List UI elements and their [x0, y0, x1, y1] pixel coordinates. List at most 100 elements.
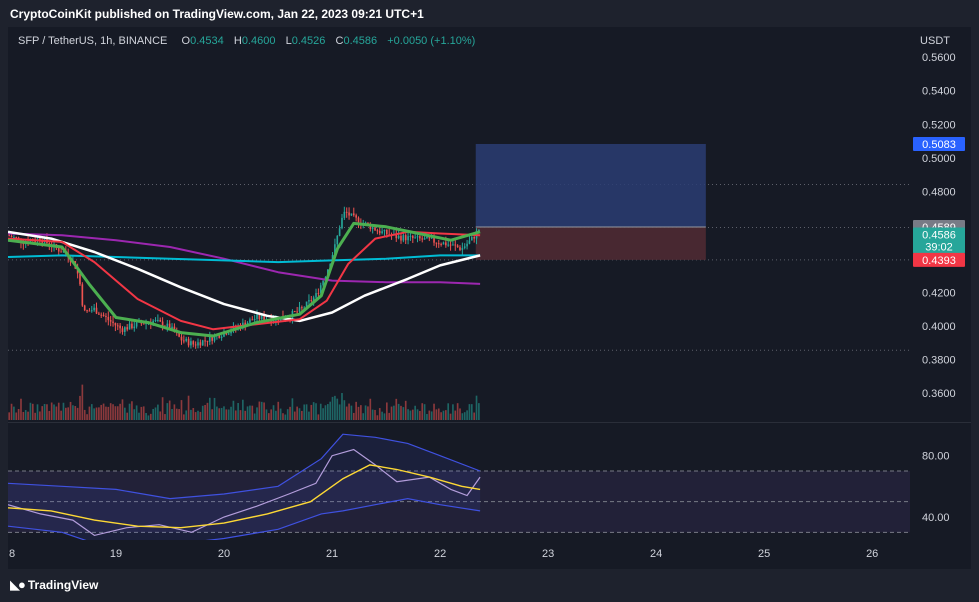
- candle-body: [171, 326, 173, 329]
- rsi-bb-lower-line: [8, 497, 481, 540]
- candle: [414, 234, 416, 239]
- volume-bar: [161, 397, 164, 420]
- candle-body: [79, 273, 81, 285]
- volume-bar: [407, 409, 409, 420]
- volume-bar: [171, 408, 173, 420]
- volume-bar: [8, 412, 11, 420]
- candle-body: [185, 338, 188, 341]
- candle-body: [357, 217, 360, 224]
- published-header: CryptoCoinKit published on TradingView.c…: [10, 7, 424, 21]
- candle-body: [131, 323, 133, 329]
- volume-bar: [164, 414, 166, 420]
- volume-bar: [67, 407, 70, 420]
- open-value: 0.4534: [190, 35, 224, 47]
- volume-bar: [308, 411, 310, 420]
- volume-bar: [31, 403, 34, 420]
- volume-bar: [105, 406, 107, 420]
- candle-body: [428, 236, 431, 239]
- candle-body: [371, 227, 374, 230]
- candle: [107, 311, 110, 326]
- candle: [194, 341, 197, 349]
- volume-bar: [112, 404, 114, 420]
- volume-bar: [225, 409, 228, 420]
- volume-bar: [461, 413, 464, 420]
- candle: [192, 340, 195, 348]
- candle: [133, 321, 136, 332]
- volume-bar: [326, 404, 329, 420]
- candle-body: [154, 320, 157, 322]
- volume-bar: [478, 403, 480, 420]
- volume-bar: [213, 397, 216, 420]
- volume-bar: [270, 409, 273, 420]
- candle-body: [310, 300, 313, 302]
- volume-bar: [402, 407, 405, 420]
- volume-bar: [175, 408, 178, 420]
- high-label: H: [233, 35, 242, 47]
- candle-body: [470, 236, 473, 241]
- volume-bar: [275, 410, 277, 420]
- volume-bar: [166, 403, 169, 420]
- candle: [201, 339, 204, 346]
- candle: [183, 335, 185, 344]
- candle-body: [152, 320, 154, 325]
- candle: [199, 339, 202, 349]
- chart-frame: [8, 27, 971, 569]
- candle: [220, 335, 223, 341]
- volume-bar: [456, 403, 459, 420]
- volume-bar: [180, 400, 183, 420]
- volume-bar: [34, 412, 36, 420]
- volume-bar: [220, 407, 223, 420]
- candle-body: [315, 293, 317, 298]
- rsi-tick-label: 80.00: [922, 451, 950, 463]
- candle-body: [404, 235, 407, 241]
- candle-body: [383, 229, 386, 232]
- volume-bar: [230, 406, 232, 420]
- candle-body: [119, 325, 121, 329]
- candle-body: [473, 236, 475, 239]
- volume-bar: [251, 405, 254, 420]
- volume-bar: [291, 398, 294, 420]
- candle: [459, 245, 461, 252]
- candle: [409, 232, 412, 241]
- candle-body: [345, 211, 348, 213]
- price-tick-label: 0.4000: [922, 321, 956, 333]
- candle-body: [423, 238, 426, 240]
- volume-bar: [374, 409, 376, 420]
- candle: [159, 317, 162, 323]
- candle-body: [60, 251, 62, 253]
- tradingview-logo[interactable]: ◣● TradingView: [10, 577, 98, 593]
- volume-bar: [206, 402, 209, 420]
- volume-bar: [369, 398, 372, 420]
- candle-body: [454, 244, 457, 246]
- candle: [466, 239, 468, 250]
- candle-body: [34, 241, 36, 243]
- volume-bar: [100, 404, 103, 420]
- candle-body: [13, 237, 15, 239]
- candle-body: [57, 248, 60, 252]
- volume-bar: [378, 408, 381, 420]
- volume-bar: [279, 408, 282, 420]
- candle: [350, 213, 353, 217]
- candle: [341, 214, 343, 230]
- volume-bar: [437, 408, 440, 420]
- volume-bar: [50, 402, 53, 420]
- price-tick-label: 0.3800: [922, 355, 956, 367]
- volume-bar: [88, 406, 91, 420]
- volume-bar: [154, 407, 157, 420]
- candle-body: [159, 319, 162, 322]
- symbol-legend: SFP / TetherUS, 1h, BINANCE O0.4534 H0.4…: [18, 35, 475, 47]
- volume-bar: [83, 409, 86, 420]
- price-tick-label: 0.3600: [922, 388, 956, 400]
- price-tick-label: 0.5000: [922, 153, 956, 165]
- candle: [126, 324, 129, 332]
- candle-body: [426, 236, 428, 239]
- volume-bar: [341, 393, 343, 420]
- candle-body: [430, 237, 433, 239]
- candle-body: [409, 235, 412, 237]
- volume-bar: [256, 407, 258, 420]
- rsi-tick-label: 40.00: [922, 512, 950, 524]
- candle-body: [197, 342, 199, 346]
- volume-bar: [383, 413, 386, 420]
- volume-bar: [293, 411, 296, 420]
